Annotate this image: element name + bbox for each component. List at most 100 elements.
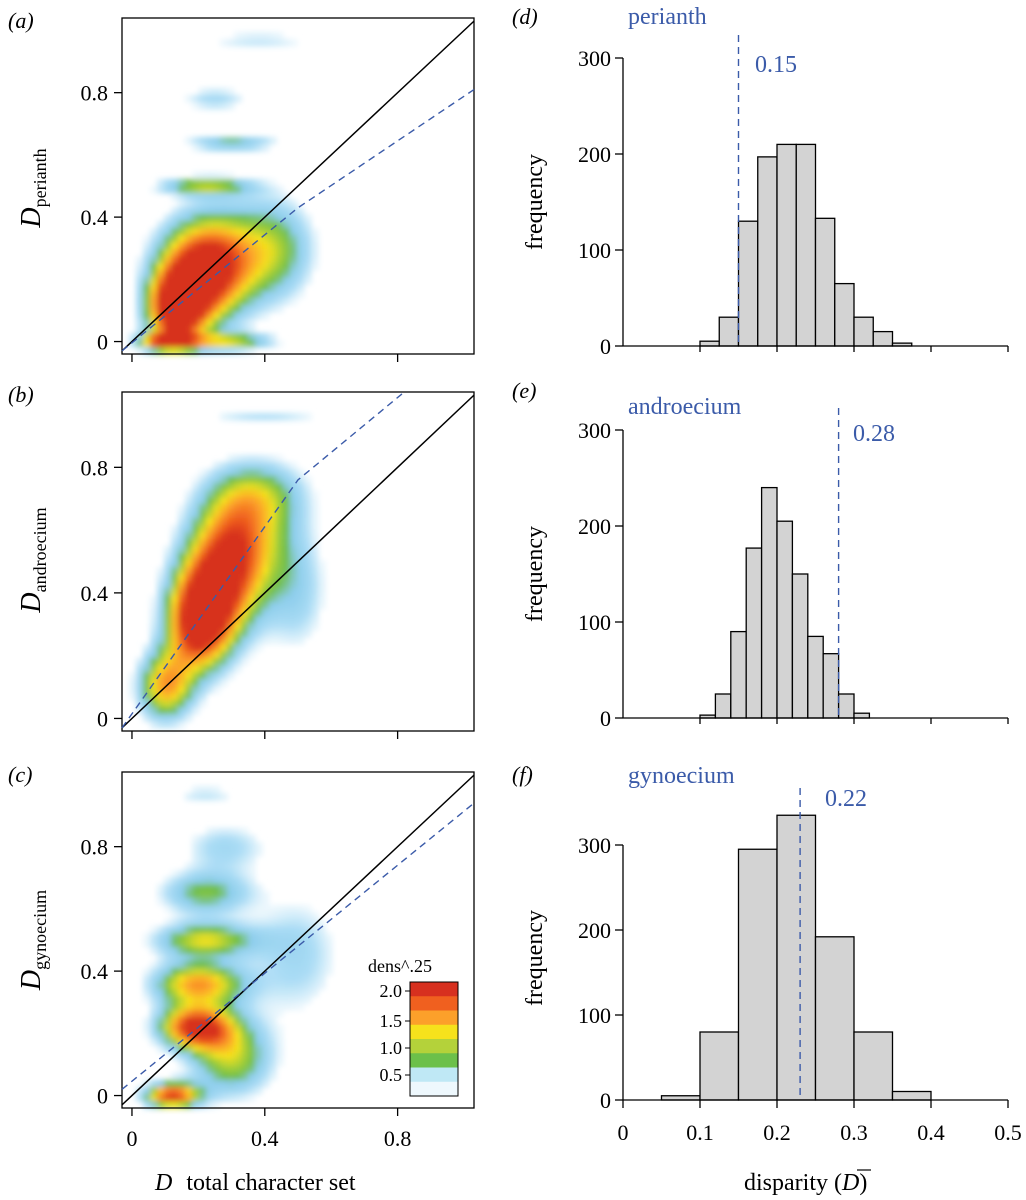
x-tick-label: 0.8 <box>384 1126 412 1151</box>
density-cell <box>262 1045 270 1053</box>
density-cell <box>255 849 263 857</box>
density-cell <box>157 651 165 659</box>
density-cell <box>178 1010 186 1018</box>
density-cell <box>297 263 305 271</box>
density-cell <box>185 898 193 906</box>
density-cell <box>290 996 298 1004</box>
density-cell <box>178 961 186 969</box>
density-cell <box>199 340 207 348</box>
density-cell <box>206 637 214 645</box>
density-cell <box>241 497 249 505</box>
density-cell <box>157 256 165 264</box>
density-cell <box>213 469 221 477</box>
density-cell <box>234 221 242 229</box>
density-cell <box>269 919 277 927</box>
density-cell <box>192 786 200 794</box>
density-cell <box>185 1066 193 1074</box>
density-cell <box>185 693 193 701</box>
colorbar-swatch <box>410 1039 458 1054</box>
density-cell <box>318 919 326 927</box>
density-cell <box>241 658 249 666</box>
density-cell <box>262 1059 270 1067</box>
density-cell <box>262 989 270 997</box>
density-cell <box>185 658 193 666</box>
density-cell <box>248 144 256 152</box>
density-cell <box>227 1066 235 1074</box>
y-tick-label: 100 <box>578 610 611 635</box>
density-cell <box>241 39 249 47</box>
density-cell <box>192 179 200 187</box>
density-cell <box>171 1003 179 1011</box>
density-cell <box>164 968 172 976</box>
density-cell <box>283 933 291 941</box>
density-cell <box>234 518 242 526</box>
density-cell <box>213 483 221 491</box>
density-cell <box>255 560 263 568</box>
density-cell <box>213 644 221 652</box>
density-cell <box>192 172 200 180</box>
density-cell <box>290 490 298 498</box>
density-cell <box>241 574 249 582</box>
density-cell <box>283 413 291 421</box>
density-cell <box>248 235 256 243</box>
density-cell <box>304 511 312 519</box>
density-cell <box>178 707 186 715</box>
density-cell <box>171 637 179 645</box>
density-cell <box>178 602 186 610</box>
density-cell <box>213 193 221 201</box>
density-cell <box>199 1052 207 1060</box>
density-cell <box>213 277 221 285</box>
density-cell <box>178 996 186 1004</box>
density-cell <box>234 574 242 582</box>
density-cell <box>192 270 200 278</box>
density-cell <box>262 933 270 941</box>
density-cell <box>276 975 284 983</box>
density-cell <box>227 1052 235 1060</box>
density-cell <box>220 39 228 47</box>
density-cell <box>234 235 242 243</box>
density-cell <box>248 39 256 47</box>
density-cell <box>220 982 228 990</box>
density-cell <box>213 221 221 229</box>
density-cell <box>206 933 214 941</box>
density-cell <box>213 546 221 554</box>
density-cell <box>311 574 319 582</box>
density-cell <box>220 828 228 836</box>
density-cell <box>248 630 256 638</box>
density-cell <box>227 193 235 201</box>
density-cell <box>220 940 228 948</box>
density-cell <box>248 546 256 554</box>
density-cell <box>227 905 235 913</box>
density-cell <box>171 602 179 610</box>
density-cell <box>199 1045 207 1053</box>
density-cell <box>248 221 256 229</box>
density-cell <box>206 228 214 236</box>
density-cell <box>164 249 172 257</box>
density-cell <box>220 221 228 229</box>
density-cell <box>199 298 207 306</box>
density-cell <box>199 305 207 313</box>
density-cell <box>248 518 256 526</box>
density-cell <box>199 658 207 666</box>
density-cell <box>248 469 256 477</box>
density-cell <box>164 940 172 948</box>
density-cell <box>185 1003 193 1011</box>
density-cell <box>171 707 179 715</box>
density-cell <box>297 954 305 962</box>
density-cell <box>192 700 200 708</box>
density-cell <box>185 877 193 885</box>
density-cell <box>318 926 326 934</box>
density-cell <box>269 291 277 299</box>
density-cell <box>262 193 270 201</box>
density-cell <box>234 298 242 306</box>
y-tick-label: 0.4 <box>81 205 109 230</box>
density-cell <box>178 884 186 892</box>
density-cell <box>290 277 298 285</box>
density-cell <box>199 786 207 794</box>
density-cell <box>213 1094 221 1102</box>
density-cell <box>234 340 242 348</box>
density-cell <box>304 483 312 491</box>
density-cell <box>248 1080 256 1088</box>
density-cell <box>150 926 158 934</box>
density-cell <box>248 940 256 948</box>
